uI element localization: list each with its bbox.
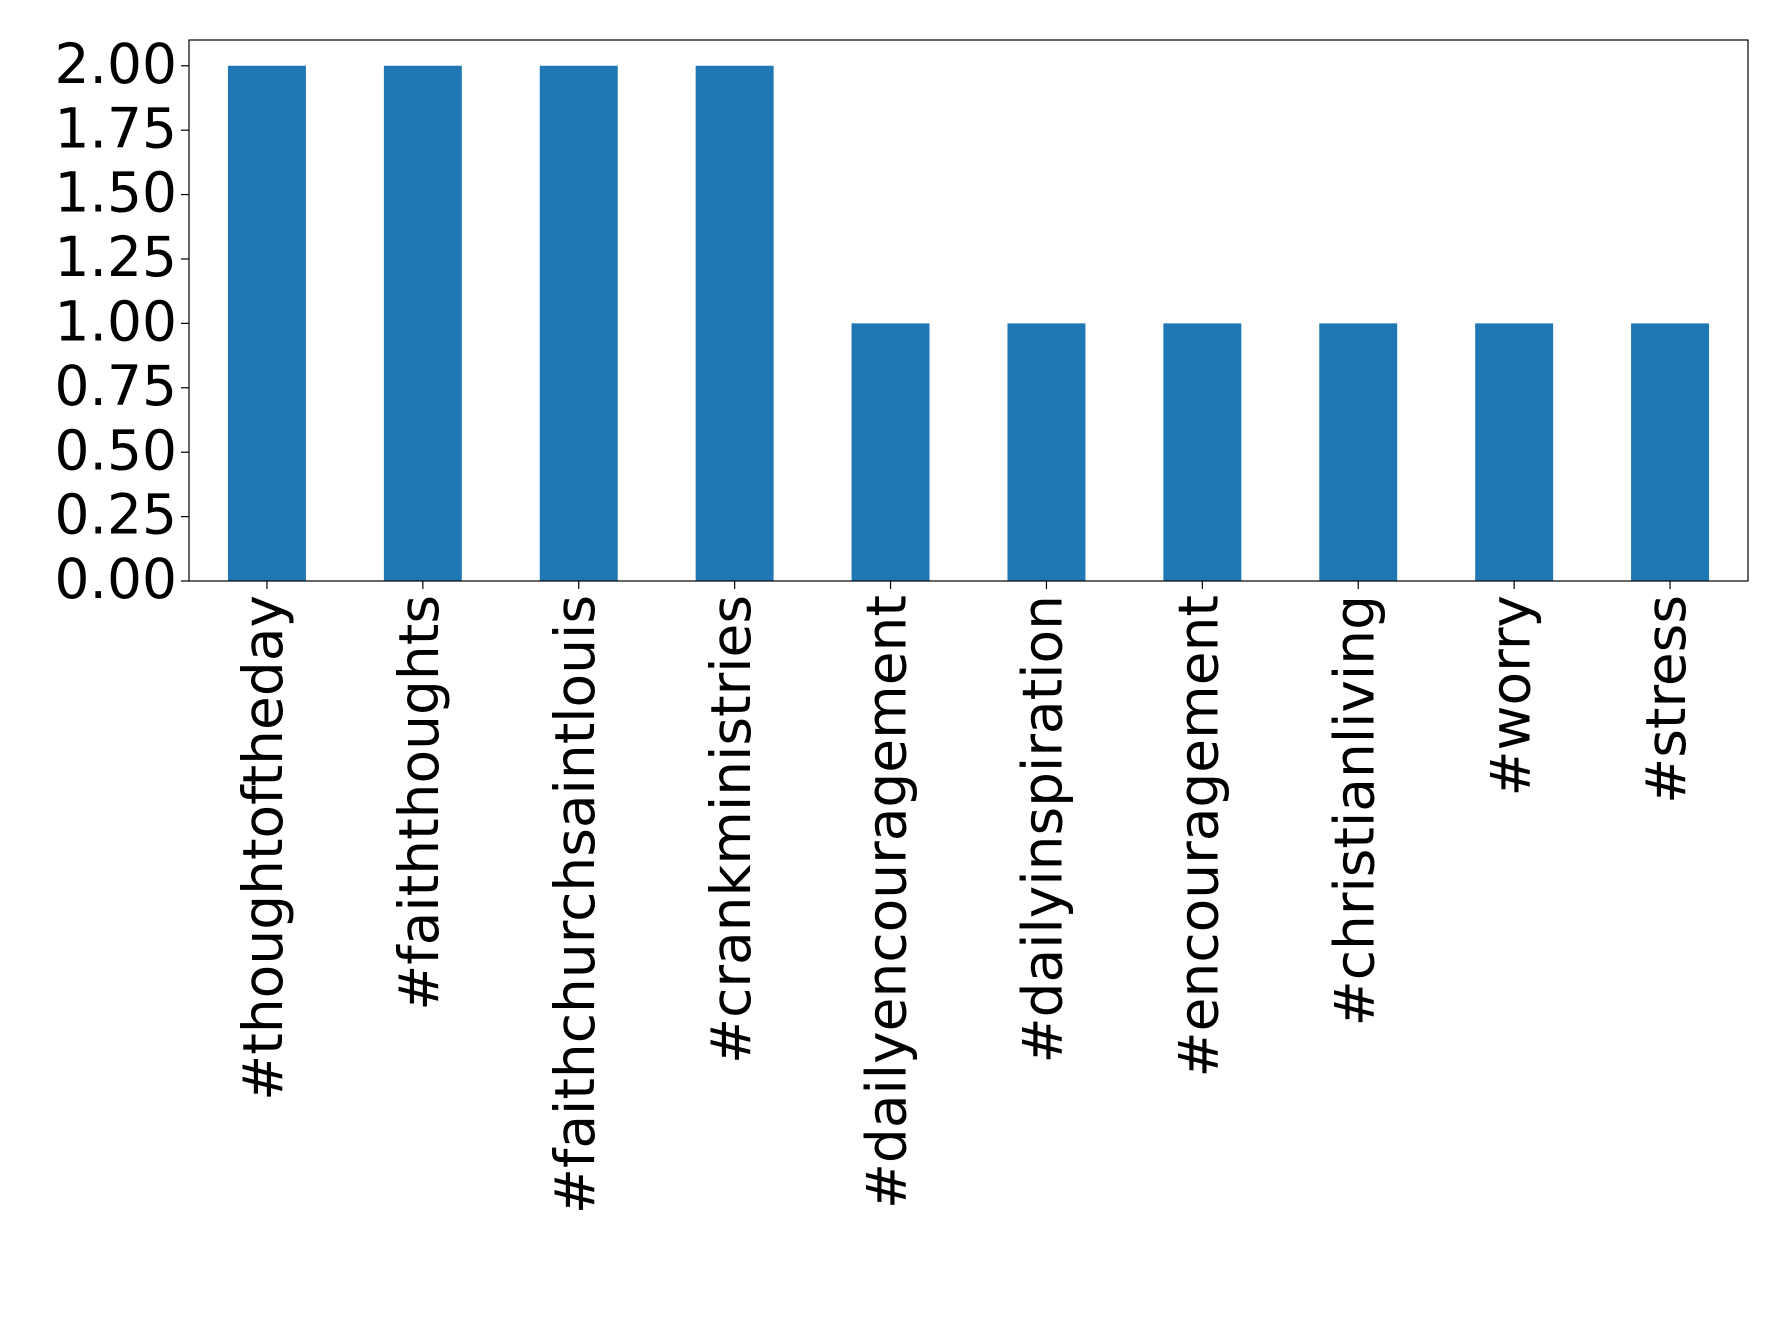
bar — [1631, 323, 1710, 581]
x-tick-label: #thoughtoftheday — [231, 595, 295, 1101]
x-tick-label: #faiththoughts — [387, 595, 451, 1011]
x-tick-label: #worry — [1478, 595, 1542, 797]
y-tick-label: 0.25 — [55, 483, 177, 547]
x-tick-label: #christianliving — [1322, 595, 1386, 1026]
x-tick-label: #dailyencouragement — [855, 595, 919, 1209]
x-tick-label: #encouragement — [1166, 595, 1230, 1077]
plot-frame — [188, 39, 1749, 582]
x-tick-label: #dailyinspiration — [1011, 595, 1075, 1063]
y-tick-label: 0.50 — [55, 418, 177, 482]
bar — [539, 65, 618, 581]
bar — [695, 65, 774, 581]
bar — [1475, 323, 1554, 581]
bar — [851, 323, 930, 581]
bar — [1319, 323, 1398, 581]
x-tick-label: #faithchurchsaintlouis — [543, 595, 607, 1214]
y-tick-label: 0.75 — [55, 354, 177, 418]
y-tick-label: 1.25 — [55, 225, 177, 289]
x-tick-label: #stress — [1634, 595, 1698, 804]
bar — [383, 65, 462, 581]
y-tick-label: 2.00 — [55, 32, 177, 96]
x-tick-label: #crankministries — [699, 595, 763, 1064]
y-tick-label: 1.00 — [55, 290, 177, 354]
bar — [1163, 323, 1242, 581]
y-tick-label: 1.75 — [55, 96, 177, 160]
y-tick-label: 1.50 — [55, 161, 177, 225]
y-tick-label: 0.00 — [55, 547, 177, 611]
bar — [227, 65, 306, 581]
bar — [1007, 323, 1086, 581]
